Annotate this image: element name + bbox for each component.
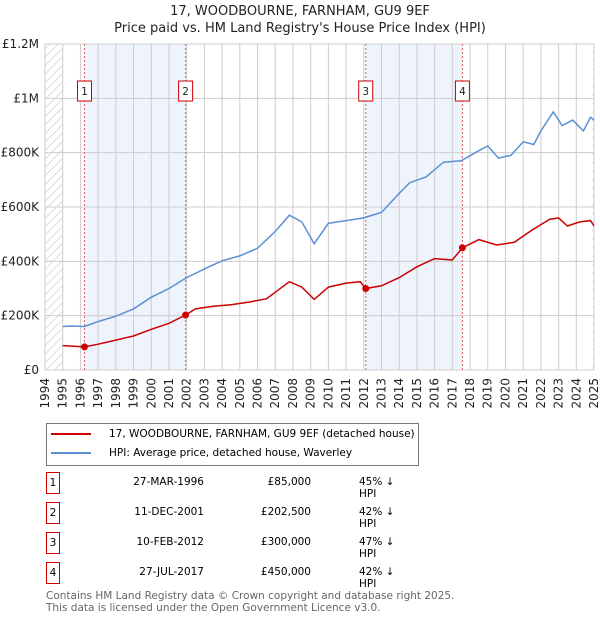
transaction-hpi-diff: 42% ↓ HPI — [359, 506, 395, 530]
transaction-price: £202,500 — [260, 506, 311, 518]
plot-border — [44, 43, 595, 371]
transaction-marker: 1 — [46, 472, 60, 494]
footer: Contains HM Land Registry data © Crown c… — [46, 590, 454, 614]
transaction-price: £85,000 — [267, 476, 311, 488]
x-tick-label: 2002 — [180, 378, 194, 409]
transaction-marker: 3 — [46, 532, 60, 554]
footer-line-2: This data is licensed under the Open Gov… — [46, 602, 381, 614]
transaction-date: 10-FEB-2012 — [136, 536, 204, 548]
transaction-date: 11-DEC-2001 — [134, 506, 204, 518]
x-tick-label: 2018 — [463, 378, 477, 409]
transaction-marker: 2 — [46, 502, 60, 524]
x-tick-label: 2011 — [339, 378, 353, 409]
transaction-label-box — [454, 80, 470, 102]
x-tick-label: 2024 — [569, 378, 583, 409]
transaction-hpi-diff: 42% ↓ HPI — [359, 566, 395, 590]
transaction-row: 4 27-JUL-2017 £450,000 42% ↓ HPI — [46, 562, 406, 590]
transaction-row: 3 10-FEB-2012 £300,000 47% ↓ HPI — [46, 532, 406, 560]
x-tick-label: 2021 — [516, 378, 530, 409]
y-tick-label: £200K — [1, 309, 41, 323]
footer-line-1: Contains HM Land Registry data © Crown c… — [46, 590, 455, 602]
transaction-date: 27-MAR-1996 — [133, 476, 204, 488]
transaction-row: 1 27-MAR-1996 £85,000 45% ↓ HPI — [46, 472, 406, 500]
legend: 17, WOODBOURNE, FARNHAM, GU9 9EF (detach… — [46, 423, 419, 466]
x-tick-label: 2022 — [534, 378, 548, 409]
y-tick-label: £1M — [13, 91, 39, 105]
transaction-marker: 4 — [46, 562, 60, 584]
transaction-label-box — [76, 80, 92, 102]
legend-swatch-red — [51, 433, 91, 435]
transaction-price: £300,000 — [260, 536, 311, 548]
transaction-label-box — [178, 80, 194, 102]
x-tick-label: 2023 — [552, 378, 566, 409]
x-tick-label: 2000 — [144, 378, 158, 409]
y-tick-label: £600K — [1, 200, 41, 214]
x-tick-label: 2006 — [251, 378, 265, 409]
transaction-point — [362, 285, 370, 292]
legend-label: HPI: Average price, detached house, Wave… — [109, 447, 353, 459]
transaction-hpi-diff: 47% ↓ HPI — [359, 536, 395, 560]
legend-label: 17, WOODBOURNE, FARNHAM, GU9 9EF (detach… — [109, 428, 415, 440]
transaction-label-box — [358, 80, 374, 102]
x-tick-label: 1999 — [127, 378, 141, 409]
x-tick-label: 1994 — [38, 378, 52, 409]
x-tick-label: 2015 — [410, 378, 424, 409]
x-tick-label: 2001 — [162, 378, 176, 409]
x-tick-label: 1996 — [73, 378, 87, 409]
transaction-point — [80, 343, 88, 351]
legend-item-property: 17, WOODBOURNE, FARNHAM, GU9 9EF (detach… — [51, 428, 415, 440]
x-tick-label: 2013 — [374, 378, 388, 409]
transaction-label: 4 — [459, 86, 466, 98]
transaction-label: 3 — [362, 86, 369, 98]
transaction-date: 27-JUL-2017 — [139, 566, 204, 578]
transaction-label: 1 — [81, 86, 88, 98]
series-line — [62, 110, 595, 328]
x-tick-label: 2020 — [498, 378, 512, 409]
x-tick-label: 2009 — [304, 378, 318, 409]
x-tick-label: 2019 — [481, 378, 495, 409]
x-tick-label: 2007 — [268, 378, 282, 409]
legend-item-hpi: HPI: Average price, detached house, Wave… — [51, 447, 352, 459]
y-tick-label: £800K — [1, 146, 41, 160]
x-tick-label: 1995 — [56, 378, 70, 409]
transaction-label: 2 — [182, 86, 189, 98]
transaction-price: £450,000 — [260, 566, 311, 578]
transaction-point — [182, 311, 190, 319]
plot-area: 1994 1995 1996 1997 1998 1999 2000 2001 2002 2003… — [1, 37, 600, 409]
x-tick-label: 2004 — [215, 378, 229, 409]
x-tick-label: 2010 — [321, 378, 335, 409]
y-tick-label: £0 — [24, 363, 39, 377]
transaction-row: 2 11-DEC-2001 £202,500 42% ↓ HPI — [46, 502, 406, 530]
x-tick-label: 1997 — [91, 378, 105, 409]
x-tick-label: 2016 — [428, 378, 442, 409]
x-tick-label: 1998 — [109, 378, 123, 409]
chart-subtitle: Price paid vs. HM Land Registry's House … — [114, 21, 486, 36]
chart-title: 17, WOODBOURNE, FARNHAM, GU9 9EF — [170, 4, 430, 19]
series-line — [62, 217, 595, 348]
x-tick-label: 2003 — [197, 378, 211, 409]
y-tick-label: £1.2M — [2, 37, 39, 51]
x-tick-label: 2008 — [286, 378, 300, 409]
x-tick-label: 2017 — [445, 378, 459, 409]
x-tick-label: 2025 — [587, 378, 600, 409]
x-tick-label: 2014 — [392, 378, 406, 409]
y-tick-label: £400K — [1, 254, 41, 268]
x-tick-label: 2012 — [357, 378, 371, 409]
legend-swatch-blue — [51, 452, 91, 454]
transaction-hpi-diff: 45% ↓ HPI — [359, 476, 395, 500]
transaction-point — [458, 244, 466, 252]
x-tick-label: 2005 — [233, 378, 247, 409]
